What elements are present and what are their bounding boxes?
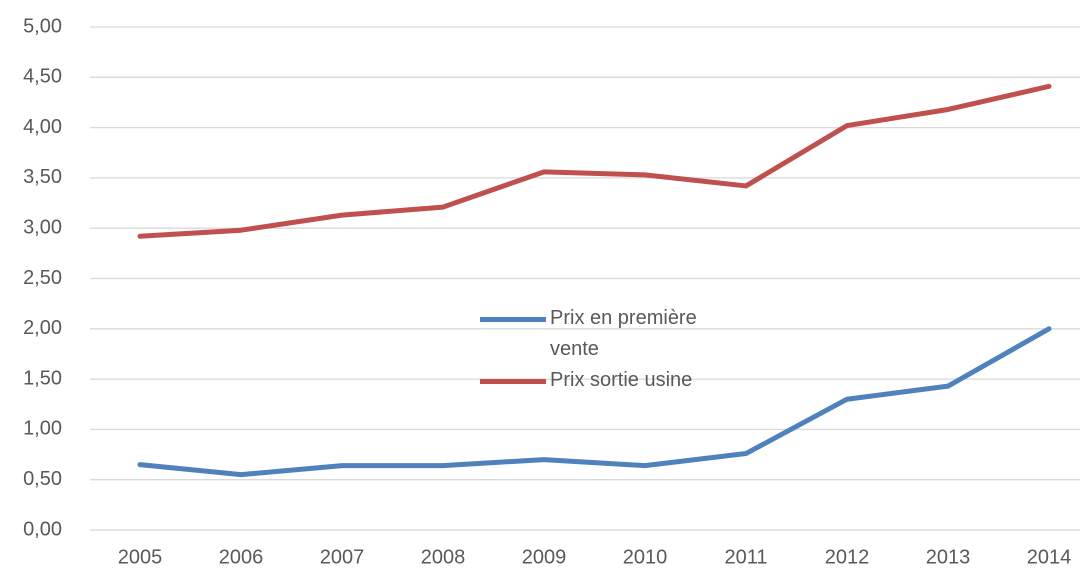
x-tick-label: 2010 xyxy=(623,546,668,568)
x-tick-label: 2014 xyxy=(1027,546,1072,568)
y-tick-label: 3,50 xyxy=(23,166,62,188)
y-tick-label: 2,50 xyxy=(23,267,62,289)
line-series xyxy=(137,83,1052,239)
y-tick-label: 4,00 xyxy=(23,116,62,138)
legend-item: Prix en première vente xyxy=(480,303,720,365)
y-tick-label: 0,50 xyxy=(23,468,62,490)
y-tick-label: 0,00 xyxy=(23,518,62,540)
legend-swatch xyxy=(480,379,546,384)
x-tick-label: 2012 xyxy=(825,546,870,568)
y-tick-label: 1,50 xyxy=(23,367,62,389)
y-tick-label: 5,00 xyxy=(23,15,62,37)
x-tick-label: 2008 xyxy=(421,546,466,568)
legend-label: Prix en première vente xyxy=(550,307,697,360)
legend: Prix en première vente Prix sortie usine xyxy=(480,303,720,396)
y-tick-label: 1,00 xyxy=(23,418,62,440)
x-tick-label: 2007 xyxy=(320,546,365,568)
x-tick-label: 2006 xyxy=(219,546,264,568)
y-tick-label: 3,00 xyxy=(23,216,62,238)
x-tick-label: 2011 xyxy=(724,546,767,568)
x-tick-label: 2009 xyxy=(522,546,567,568)
y-tick-label: 2,00 xyxy=(23,317,62,339)
y-tick-label: 4,50 xyxy=(23,66,62,88)
x-tick-label: 2013 xyxy=(926,546,971,568)
legend-label: Prix sortie usine xyxy=(550,369,693,391)
legend-swatch xyxy=(480,317,546,322)
x-tick-label: 2005 xyxy=(118,546,163,568)
legend-item: Prix sortie usine xyxy=(480,365,720,396)
line-series xyxy=(137,326,1052,478)
